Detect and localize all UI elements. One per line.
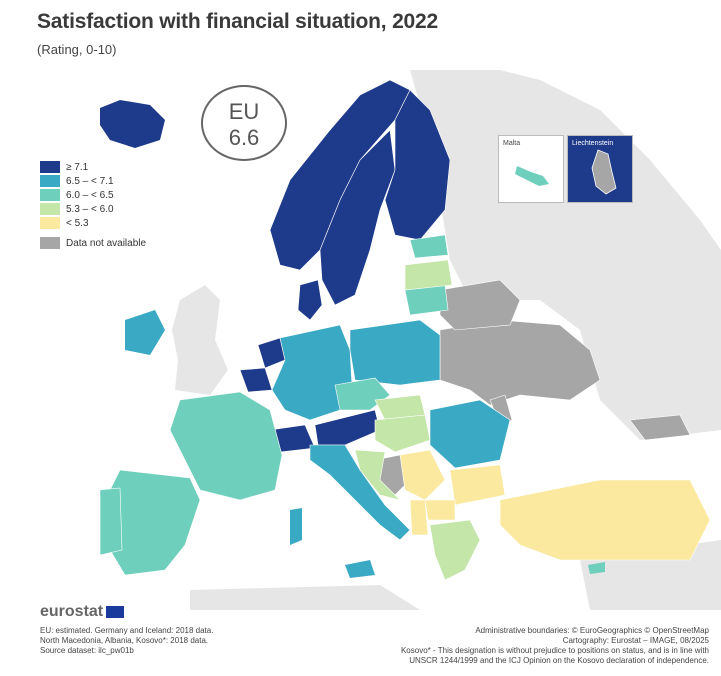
inset-liechtenstein: Liechtenstein xyxy=(567,135,633,203)
inset-liechtenstein-label: Liechtenstein xyxy=(572,140,614,147)
country-sweden xyxy=(319,129,396,306)
footer-credit: Cartography: Eurostat – IMAGE, 08/2025 xyxy=(562,636,709,645)
country-serbia xyxy=(399,449,446,501)
legend-row: 5.3 – < 6.0 xyxy=(40,202,114,216)
eu-label: EU xyxy=(228,99,260,124)
legend-label: ≥ 7.1 xyxy=(66,161,89,173)
footer-credits: Administrative boundaries: © EuroGeograp… xyxy=(401,626,709,666)
country-hungary xyxy=(374,414,431,453)
liechtenstein-shape xyxy=(591,149,617,195)
inset-malta: Malta xyxy=(498,135,564,203)
eu-value: 6.6 xyxy=(228,125,260,150)
country-finland xyxy=(384,89,451,241)
legend-label: < 5.3 xyxy=(66,217,89,229)
country-romania xyxy=(429,399,511,469)
footer-note: EU: estimated. Germany and Iceland: 2018… xyxy=(40,626,214,635)
legend-swatch xyxy=(40,217,60,229)
country-ireland xyxy=(125,310,165,355)
footer-credit: Kosovo* - This designation is without pr… xyxy=(400,646,709,655)
country-greece xyxy=(429,519,481,581)
footer-notes: EU: estimated. Germany and Iceland: 2018… xyxy=(40,626,213,656)
country-sardinia xyxy=(290,508,302,545)
country-italy xyxy=(309,444,411,541)
country-cyprus xyxy=(588,562,605,574)
footer-note: North Macedonia, Albania, Kosovo*: 2018 … xyxy=(40,636,209,645)
legend-swatch xyxy=(40,189,60,201)
legend-label: 5.3 – < 6.0 xyxy=(66,203,114,215)
malta-shape xyxy=(515,166,549,186)
legend-row: < 5.3 xyxy=(40,216,114,230)
country-belarus xyxy=(439,279,521,331)
country-bulgaria xyxy=(449,464,506,506)
footer-credit: Administrative boundaries: © EuroGeograp… xyxy=(475,626,709,635)
eu-average-badge: EU 6.6 xyxy=(201,85,287,161)
footer-credit: UNSCR 1244/1999 and the ICJ Opinion on t… xyxy=(409,656,709,665)
map-legend: ≥ 7.1 6.5 – < 7.1 6.0 – < 6.5 5.3 – < 6.… xyxy=(40,160,114,230)
eurostat-wordmark: eurostat xyxy=(40,603,104,620)
country-croatia xyxy=(354,449,401,501)
region-uk xyxy=(172,285,228,395)
country-latvia xyxy=(404,259,453,291)
eu-flag-icon xyxy=(106,606,125,618)
country-north-macedonia xyxy=(424,499,456,521)
country-albania xyxy=(409,499,429,536)
inset-malta-label: Malta xyxy=(503,140,521,147)
legend-not-available: Data not available xyxy=(40,237,146,249)
country-georgia xyxy=(629,414,691,441)
legend-label: 6.5 – < 7.1 xyxy=(66,175,114,187)
eurostat-logo: eurostat xyxy=(40,603,125,621)
legend-row: ≥ 7.1 xyxy=(40,160,114,174)
country-turkey xyxy=(499,479,711,561)
legend-row: 6.5 – < 7.1 xyxy=(40,174,114,188)
country-estonia xyxy=(409,234,449,259)
region-north-africa xyxy=(190,585,420,610)
region-russia-north xyxy=(410,70,721,440)
legend-swatch xyxy=(40,203,60,215)
map-title: Satisfaction with financial situation, 2… xyxy=(37,10,438,33)
country-iceland xyxy=(100,100,165,148)
legend-na-label: Data not available xyxy=(66,237,147,249)
country-germany xyxy=(271,324,353,421)
country-sicily xyxy=(345,560,375,578)
country-denmark xyxy=(297,279,323,321)
map-subtitle: (Rating, 0-10) xyxy=(37,42,117,57)
legend-swatch-na xyxy=(40,237,60,249)
legend-swatch xyxy=(40,175,60,187)
footer-note: Source dataset: ilc_pw01b xyxy=(40,646,134,655)
country-portugal xyxy=(99,487,123,556)
country-poland xyxy=(349,319,441,386)
country-ukraine xyxy=(439,319,601,406)
country-austria xyxy=(314,409,381,446)
legend-row: 6.0 – < 6.5 xyxy=(40,188,114,202)
legend-label: 6.0 – < 6.5 xyxy=(66,189,114,201)
legend-swatch xyxy=(40,161,60,173)
country-france xyxy=(169,391,283,501)
